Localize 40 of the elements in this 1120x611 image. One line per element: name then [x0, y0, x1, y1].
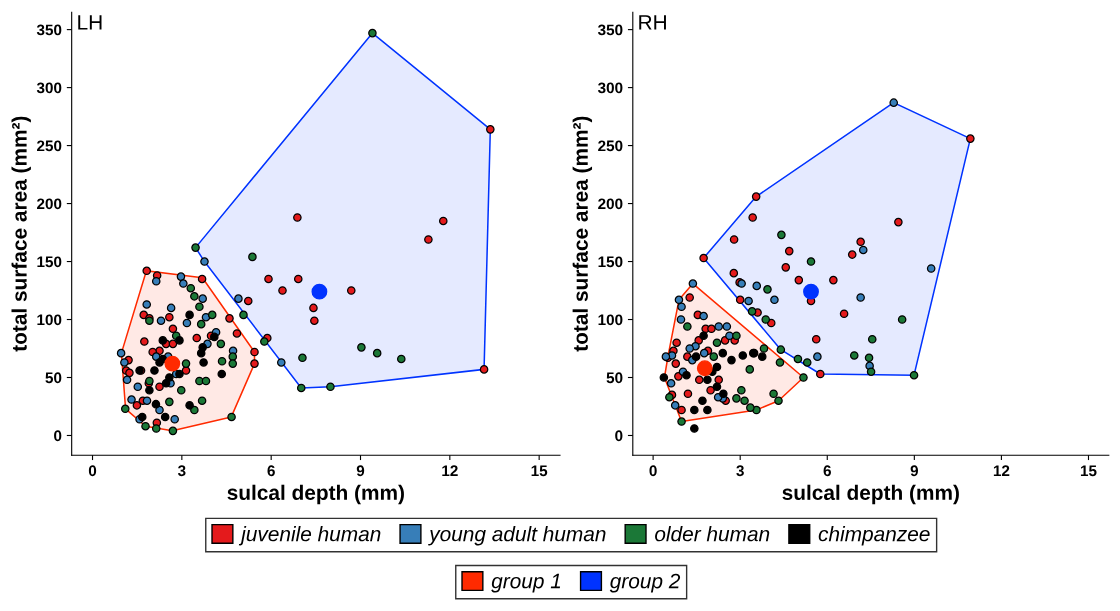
x-tick-label: 0: [649, 465, 657, 477]
x-tick-label: 9: [910, 465, 919, 477]
x-tick-label: 15: [1080, 465, 1097, 477]
legend-label: group 1: [491, 573, 561, 593]
legend-label: juvenile human: [238, 526, 381, 546]
x-tick-label: 9: [356, 465, 365, 477]
y-tick-label: 250: [37, 140, 62, 152]
y-tick-label: 50: [45, 372, 62, 384]
y-tick-label: 350: [36, 24, 62, 36]
chart-title: LH: [78, 15, 102, 30]
x-axis-title: sulcal depth (mm): [782, 484, 959, 505]
y-tick-label: 300: [36, 82, 62, 94]
x-tick-label: 12: [442, 465, 458, 476]
legend-label: group 2: [609, 573, 681, 593]
y-tick-label: 0: [54, 430, 62, 442]
y-tick-label: 150: [598, 256, 623, 268]
y-tick-label: 200: [37, 198, 62, 210]
legend-label: older human: [655, 526, 770, 542]
x-tick-label: 3: [177, 465, 186, 477]
x-tick-label: 0: [88, 465, 97, 477]
y-tick-label: 200: [598, 198, 623, 210]
legend-label: chimpanzee: [818, 526, 930, 546]
x-tick-label: 12: [993, 465, 1010, 476]
y-tick-label: 350: [597, 24, 623, 36]
x-tick-label: 3: [736, 465, 744, 477]
y-tick-label: 50: [606, 372, 623, 384]
y-tick-label: 250: [598, 140, 623, 152]
y-tick-label: 300: [597, 82, 623, 94]
y-tick-label: 0: [615, 430, 623, 442]
y-tick-label: 150: [37, 256, 62, 268]
chart-title: RH: [639, 15, 666, 30]
y-tick-label: 100: [598, 314, 623, 326]
y-axis-title: total surface area (mm²): [572, 116, 593, 352]
x-tick-label: 6: [267, 465, 275, 477]
x-tick-label: 15: [531, 465, 548, 477]
y-axis-title: total surface area (mm²): [11, 116, 31, 352]
x-axis-title: sulcal depth (mm): [227, 484, 404, 505]
legend-label: young adult human: [428, 526, 606, 546]
x-tick-label: 6: [823, 465, 831, 477]
y-tick-label: 100: [37, 314, 62, 326]
